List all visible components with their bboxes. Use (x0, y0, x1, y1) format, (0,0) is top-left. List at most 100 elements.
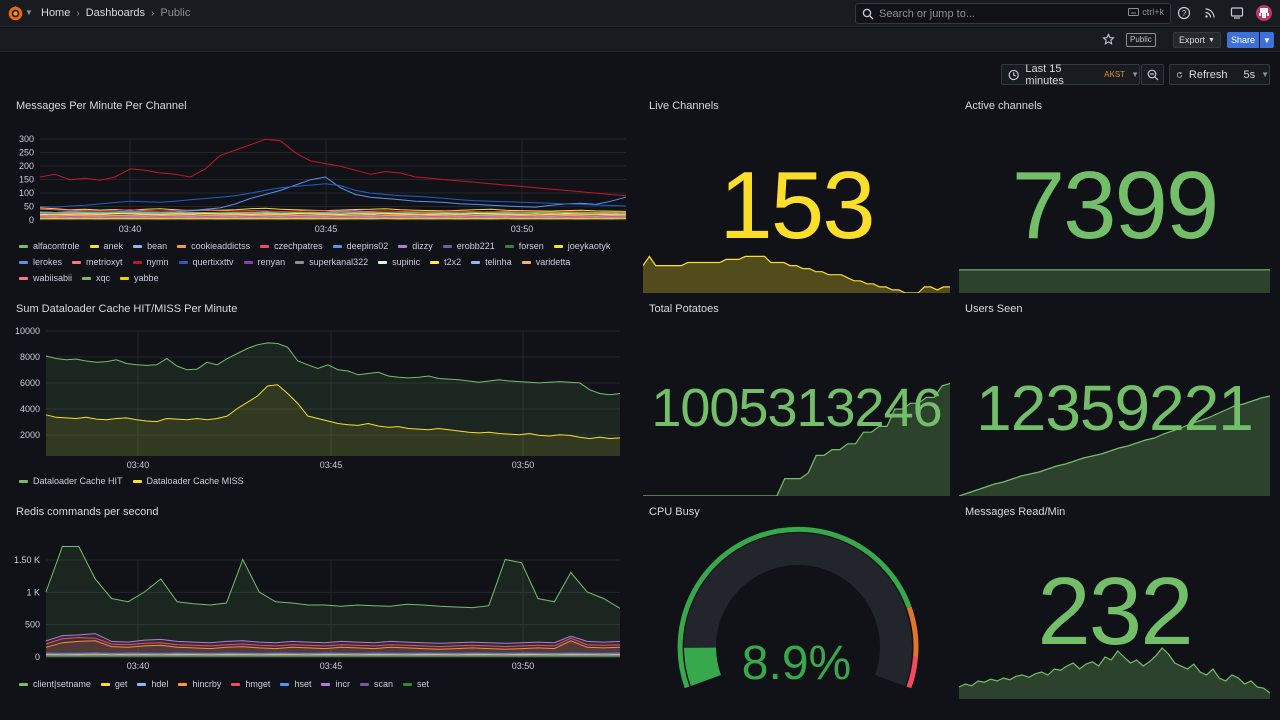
legend-item[interactable]: dizzy (398, 240, 433, 252)
panel-title[interactable]: Active channels (965, 100, 1043, 112)
legend-item[interactable]: t2x2 (430, 256, 461, 268)
gauge (677, 526, 919, 689)
legend-item[interactable]: nymn (132, 256, 169, 268)
sparkline-area (959, 648, 1270, 699)
legend-item[interactable]: client|setname (19, 678, 91, 690)
sparkline-area (959, 269, 1270, 293)
legend-item[interactable]: varidetta (521, 256, 570, 268)
legend-item[interactable]: hset (280, 678, 311, 690)
series-line (45, 633, 621, 644)
legend-item[interactable]: hincrby (178, 678, 221, 690)
legend-item[interactable]: forsen (504, 240, 544, 252)
chart-redis-commands: 1.50 K 1 K 500 0 03:40 03:45 03:50 (14, 546, 621, 671)
series-line (39, 214, 627, 216)
legend-item[interactable]: Dataloader Cache MISS (132, 475, 244, 487)
help-icon[interactable]: ? (1177, 6, 1191, 20)
legend-label: hdel (151, 679, 169, 689)
legend-item[interactable]: scan (359, 678, 393, 690)
legend-swatch (280, 682, 290, 686)
sparkline-line (643, 382, 950, 496)
sparkline-line (643, 255, 950, 293)
legend-item[interactable]: yabbe (120, 272, 159, 284)
refresh-interval[interactable]: 5s (1243, 68, 1256, 81)
panel-title[interactable]: Total Potatoes (649, 303, 719, 315)
series-area (46, 342, 620, 456)
legend-label: hmget (245, 679, 271, 689)
svg-text:?: ? (1182, 9, 1187, 18)
breadcrumb-dashboards[interactable]: Dashboards (85, 7, 146, 19)
legend-item[interactable]: xqc (82, 272, 110, 284)
legend-swatch (72, 260, 82, 264)
chevron-down-icon: ▼ (1131, 70, 1139, 79)
panel-title[interactable]: Messages Read/Min (965, 506, 1066, 518)
legend-item[interactable]: telinha (471, 256, 512, 268)
chevron-down-icon[interactable]: ▼ (25, 8, 33, 17)
legend: client|setname get hdel hincrby hmget hset inc… (19, 678, 619, 690)
legend-item[interactable]: deepins02 (332, 240, 388, 252)
legend-item[interactable]: hdel (137, 678, 168, 690)
legend-item[interactable]: anek (89, 240, 123, 252)
legend-item[interactable]: set (402, 678, 429, 690)
legend-item[interactable]: metrioxyt (72, 256, 123, 268)
breadcrumb-home[interactable]: Home (41, 7, 71, 19)
legend-item[interactable]: cookieaddictss (177, 240, 250, 252)
legend-item[interactable]: joeykaotyk (553, 240, 610, 252)
stat-value: 232 (1037, 558, 1193, 665)
legend-item[interactable]: lerokes (19, 256, 62, 268)
legend-swatch (332, 244, 342, 248)
panel-title[interactable]: Redis commands per second (16, 506, 159, 518)
share-dropdown-button[interactable]: ▼ (1260, 32, 1274, 48)
export-button[interactable]: Export ▼ (1173, 32, 1221, 48)
legend-swatch (295, 260, 305, 264)
legend-label: hincrby (192, 679, 222, 689)
series-line (39, 212, 627, 216)
legend-item[interactable]: erobb221 (442, 240, 495, 252)
legend: Dataloader Cache HIT Dataloader Cache MIS… (19, 475, 619, 487)
legend-item[interactable]: incr (321, 678, 350, 690)
sparkline-line (959, 395, 1270, 496)
time-range-picker[interactable]: Last 15 minutes AKST ▼ (1001, 63, 1140, 87)
panel-cpu-busy: CPU Busy 8.9% (643, 506, 950, 699)
user-avatar[interactable] (1256, 5, 1272, 21)
legend-item[interactable]: bean (133, 240, 167, 252)
dashboard-toolbar: Public Export ▼ Share ▼ (0, 28, 1280, 52)
grafana-logo-icon[interactable] (7, 5, 24, 22)
sparkline-line (959, 647, 1270, 694)
breadcrumb: Home › Dashboards › Public (41, 7, 190, 19)
legend-item[interactable]: get (100, 678, 127, 690)
panel-title[interactable]: Live Channels (649, 100, 719, 112)
zoom-out-button[interactable] (1141, 64, 1164, 85)
legend-swatch (321, 682, 331, 686)
legend-item[interactable]: wabiisabii (19, 272, 72, 284)
legend-item[interactable]: hmget (231, 678, 270, 690)
legend-item[interactable]: czechpatres (260, 240, 323, 252)
series-line (39, 215, 627, 218)
series-line (39, 208, 627, 214)
y-tick-label: 100 (19, 188, 34, 198)
legend-item[interactable]: supinic (378, 256, 420, 268)
share-button[interactable]: Share (1227, 32, 1259, 48)
legend-item[interactable]: alfacontrole (19, 240, 80, 252)
export-label: Export (1179, 35, 1206, 45)
legend-item[interactable]: quertixxttv (178, 256, 234, 268)
stat-value: 7399 (1011, 152, 1220, 259)
y-tick-label: 50 (24, 202, 34, 212)
sparkline (959, 395, 1270, 496)
panel-title[interactable]: CPU Busy (649, 506, 700, 518)
legend-swatch (132, 260, 142, 264)
panel-title[interactable]: Users Seen (965, 303, 1023, 315)
news-icon[interactable] (1203, 6, 1217, 20)
legend-item[interactable]: superkanal322 (295, 256, 368, 268)
panel-title[interactable]: Sum Dataloader Cache HIT/MISS Per Minute (16, 303, 238, 315)
search-input[interactable]: Search or jump to... ctrl+k (855, 3, 1171, 24)
legend-label: nymn (146, 257, 169, 267)
keyboard-shortcut: ctrl+k (1128, 7, 1164, 17)
star-icon[interactable] (1102, 33, 1115, 46)
series-line (45, 384, 621, 440)
legend-item[interactable]: renyan (243, 256, 285, 268)
sparkline-area (959, 396, 1270, 496)
refresh-button[interactable]: Refresh 5s ▼ (1169, 64, 1270, 85)
panel-title[interactable]: Messages Per Minute Per Channel (16, 100, 187, 112)
kiosk-icon[interactable] (1230, 6, 1244, 20)
legend-item[interactable]: Dataloader Cache HIT (19, 475, 123, 487)
